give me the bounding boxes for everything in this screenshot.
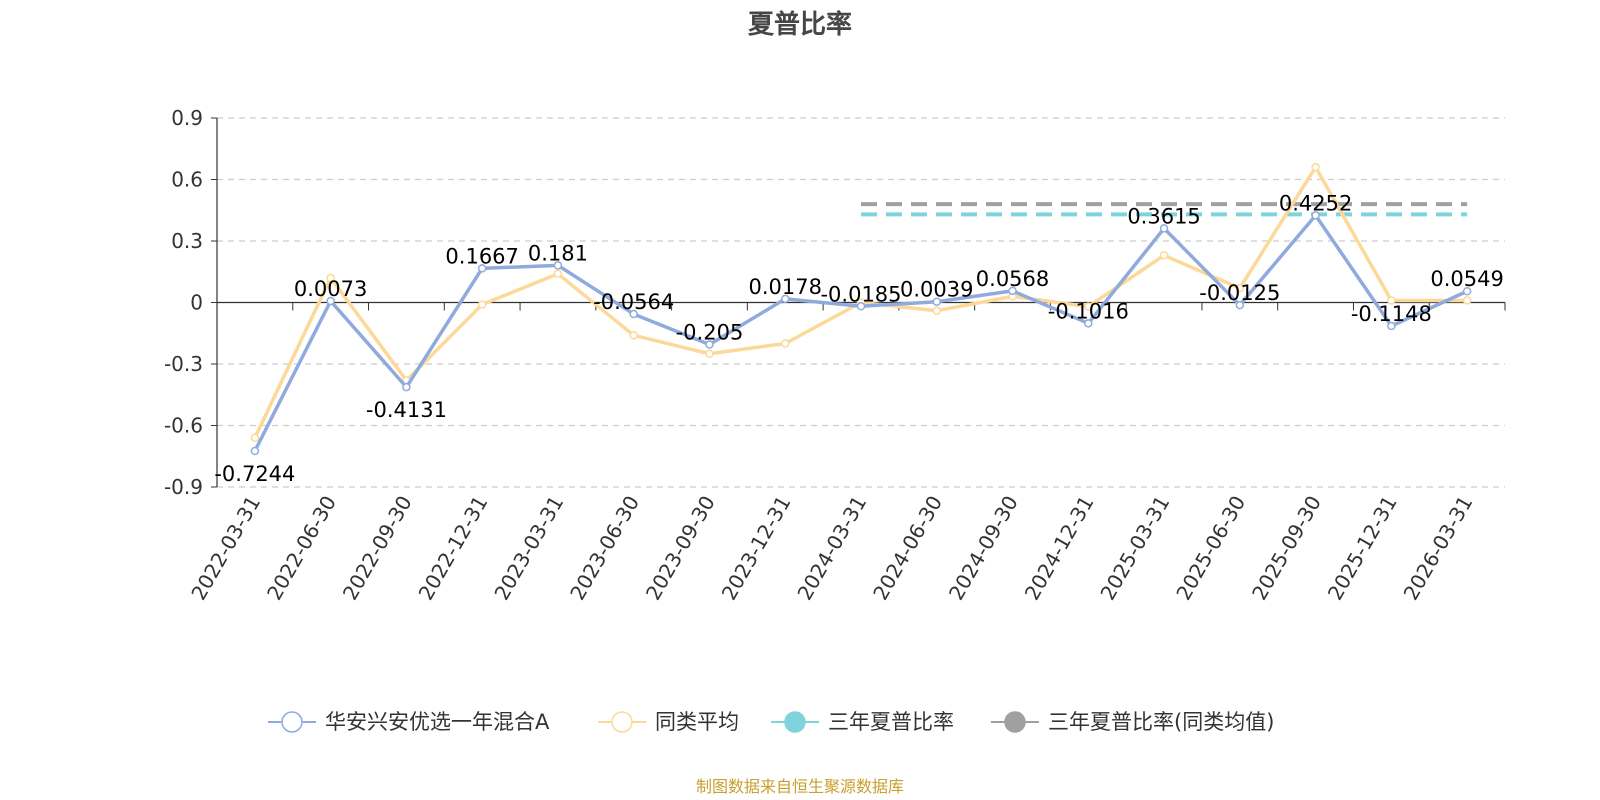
y-tick-label: 0.3 xyxy=(171,229,203,253)
legend[interactable]: 华安兴安优选一年混合A 同类平均 三年夏普比率 三年夏普比率(同类均值) xyxy=(268,710,1274,734)
data-point xyxy=(1008,286,1017,296)
data-point xyxy=(1387,321,1396,331)
data-point xyxy=(1235,300,1245,310)
data-point xyxy=(250,446,260,456)
data-label: -0.1016 xyxy=(1048,299,1129,323)
y-tick-label: 0.9 xyxy=(171,106,203,130)
legend-label: 华安兴安优选一年混合A xyxy=(325,710,550,734)
x-tick-label: 2023-06-30 xyxy=(565,492,644,605)
data-point xyxy=(932,297,942,306)
y-tick-label: -0.3 xyxy=(164,352,203,376)
x-tick-label: 2026-03-31 xyxy=(1399,492,1478,605)
legend-item[interactable]: 三年夏普比率 xyxy=(771,710,954,734)
data-point xyxy=(553,269,563,279)
data-label: -0.0185 xyxy=(820,282,901,306)
x-tick-label: 2022-09-30 xyxy=(338,491,417,604)
y-tick-label: 0.6 xyxy=(171,168,203,192)
data-label: -0.7244 xyxy=(214,462,295,486)
x-tick-label: 2024-09-30 xyxy=(944,492,1023,605)
data-point xyxy=(477,300,487,309)
data-point xyxy=(1084,319,1093,328)
data-point xyxy=(629,331,638,340)
x-tick-label: 2024-12-31 xyxy=(1020,492,1099,605)
legend-marker xyxy=(784,711,806,733)
data-label: 0.0178 xyxy=(748,275,821,299)
axes: 0.9 0.6 0.3 0 -0.3 -0.6 -0.92022-03-312022-06-… xyxy=(164,106,1506,605)
data-point xyxy=(705,340,714,349)
legend-label: 同类平均 xyxy=(655,710,739,734)
series-lines xyxy=(250,162,1472,456)
x-tick-label: 2022-03-31 xyxy=(186,492,265,605)
x-tick-label: 2023-09-30 xyxy=(641,492,720,605)
x-tick-label: 2022-06-30 xyxy=(262,492,341,605)
data-point xyxy=(1462,296,1472,305)
data-point xyxy=(553,261,563,270)
y-tick-label: -0.9 xyxy=(164,475,203,499)
data-point xyxy=(326,273,335,283)
reference-lines xyxy=(861,202,1468,217)
legend-item[interactable]: 三年夏普比率(同类均值) xyxy=(991,710,1274,734)
data-point xyxy=(1159,224,1169,233)
data-label: 0.0039 xyxy=(900,278,973,302)
data-label: -0.1148 xyxy=(1351,302,1432,326)
legend-item[interactable]: 华安兴安优选一年混合A xyxy=(268,710,550,734)
data-point xyxy=(250,433,260,443)
x-tick-label: 2025-12-31 xyxy=(1323,492,1402,605)
data-point xyxy=(705,349,714,358)
x-tick-label: 2022-12-31 xyxy=(414,492,493,605)
data-point xyxy=(402,382,411,392)
data-label: -0.0125 xyxy=(1199,281,1280,305)
data-point xyxy=(1387,296,1396,305)
data-point xyxy=(1311,211,1320,220)
data-point xyxy=(1084,302,1093,311)
data-point xyxy=(1159,251,1169,260)
legend-item[interactable]: 同类平均 xyxy=(598,710,739,734)
x-tick-label: 2023-03-31 xyxy=(489,492,568,605)
data-label: 0.4252 xyxy=(1279,191,1352,215)
data-label: 0.3615 xyxy=(1127,204,1200,228)
x-tick-label: 2024-03-31 xyxy=(792,492,871,605)
data-label: 0.0568 xyxy=(976,267,1049,291)
data-point xyxy=(932,306,942,315)
data-label: 0.1667 xyxy=(445,244,518,268)
legend-marker xyxy=(281,711,303,733)
data-label: -0.0564 xyxy=(593,290,674,314)
x-tick-label: 2025-03-31 xyxy=(1095,492,1174,605)
data-point xyxy=(1235,283,1245,293)
x-tick-label: 2024-06-30 xyxy=(868,491,947,604)
data-point xyxy=(780,294,790,304)
data-label: 0.181 xyxy=(528,241,588,265)
data-label: -0.205 xyxy=(676,321,744,345)
source-note: 制图数据来自恒生聚源数据库 xyxy=(696,777,904,796)
data-point xyxy=(1311,162,1320,172)
x-tick-label: 2023-12-31 xyxy=(717,492,796,605)
data-point xyxy=(856,302,866,311)
data-label: 0.0549 xyxy=(1430,267,1503,291)
legend-marker xyxy=(611,711,633,733)
chart-title: 夏普比率 xyxy=(748,9,852,40)
legend-marker xyxy=(1004,711,1026,733)
legend-label: 三年夏普比率(同类均值) xyxy=(1048,710,1274,734)
data-point xyxy=(1462,286,1472,296)
legend-label: 三年夏普比率 xyxy=(828,710,954,734)
data-point xyxy=(780,339,790,348)
y-tick-label: 0 xyxy=(190,291,203,315)
x-tick-label: 2025-06-30 xyxy=(1171,492,1250,605)
data-label: 0.0073 xyxy=(294,277,367,301)
x-tick-label: 2025-09-30 xyxy=(1247,492,1326,605)
data-label: -0.4131 xyxy=(366,398,447,422)
data-point xyxy=(629,309,638,319)
grid-lines xyxy=(217,117,1505,488)
data-point xyxy=(326,296,335,306)
data-point xyxy=(477,264,487,273)
y-tick-label: -0.6 xyxy=(164,414,203,438)
